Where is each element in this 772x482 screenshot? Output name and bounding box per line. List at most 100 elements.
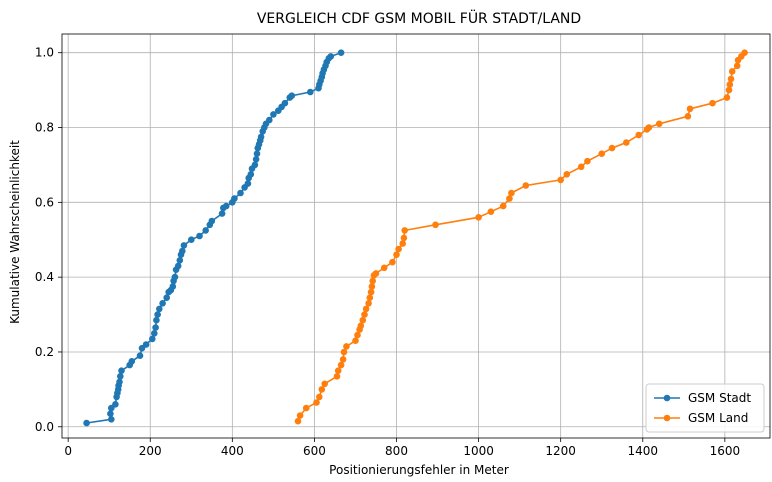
series-layer [83,49,748,427]
gsm-land-point [333,373,341,380]
plot-frame [61,33,771,439]
gsm-land-point [723,94,731,101]
gsm-land-point [598,150,605,157]
gsm-land-point [359,316,367,324]
gsm-stadt-point [218,210,226,217]
gsm-stadt-point [156,305,163,313]
gsm-stadt-point [108,416,115,423]
gsm-land-point [316,393,323,401]
gsm-land-point [499,202,507,210]
gsm-land-point [727,75,735,83]
chart-title: VERGLEICH CDF GSM MOBIL FÜR STADT/LAND [257,9,581,27]
gsm-land-point [741,49,748,56]
y-tick-label: 0.6 [35,195,54,209]
y-tick-label: 0.0 [35,420,54,434]
gsm-land-point [354,331,361,339]
gsm-stadt-point [196,232,203,240]
legend-label-gsm-land: GSM Land [688,411,748,425]
gsm-land-point [393,251,400,258]
gsm-stadt-point [176,257,184,264]
gsm-stadt-point [169,283,177,290]
y-tick-label: 0.8 [35,121,54,135]
gsm-stadt-point [208,217,216,225]
gsm-land-point [334,367,342,375]
gsm-stadt-point [174,262,182,270]
y-tick-label: 0.2 [35,345,54,359]
gsm-stadt-point [288,92,296,99]
gsm-land-point [400,234,408,242]
gsm-stadt-point [149,335,156,343]
gsm-stadt-point [107,410,114,418]
gsm-land-point [655,120,663,128]
x-tick-label: 200 [139,444,162,458]
gsm-land-point [645,124,653,131]
gsm-land-point [337,361,345,369]
gsm-land-point [401,227,409,234]
gsm-stadt-point [128,358,136,365]
gsm-stadt-point [253,150,261,157]
legend: GSM Stadt GSM Land [645,383,765,433]
gsm-stadt-point [179,247,186,255]
gsm-stadt-point [237,189,244,197]
gsm-land-point [726,81,734,88]
gsm-stadt-point [180,242,188,249]
gsm-land-point [506,195,513,202]
gsm-land-point [362,305,370,313]
gsm-land-point [577,163,585,171]
gsm-land-point [584,157,591,165]
gsm-land-point [623,139,630,146]
gsm-land-point [563,171,571,178]
gsm-land-point [686,105,694,113]
gsm-stadt-line [86,51,342,424]
x-tick-label: 0 [64,444,72,458]
gsm-stadt-point [142,341,150,348]
grid [62,34,770,438]
y-tick-label: 1.0 [35,46,54,60]
x-tick-label: 1400 [627,444,658,458]
gsm-stadt-point [154,311,161,318]
gsm-land-point [366,294,374,302]
x-tick-label: 400 [221,444,244,458]
gsm-land-point [372,270,380,277]
legend-box [645,383,765,433]
gsm-stadt-point [188,236,195,243]
gsm-land-point [733,62,741,70]
gsm-land-point [357,322,365,330]
gsm-land-point [475,214,482,221]
gsm-stadt-point [270,111,277,118]
gsm-stadt-point [83,419,90,427]
gsm-land-point [339,356,347,363]
gsm-land-point [340,348,348,356]
gsm-land-point [302,404,310,412]
y-axis-title: Kumulative Wahrscheinlichkeit [8,140,22,324]
gsm-stadt-point [244,180,252,187]
gsm-land-point [318,386,326,393]
gsm-stadt-point [247,171,255,178]
gsm-land-point [368,283,376,290]
gsm-land-point [343,343,350,350]
gsm-stadt-point [163,294,170,302]
gsm-stadt-point [153,316,160,324]
gsm-land-point [728,68,736,75]
gsm-land-point [635,131,642,139]
gsm-land-point [389,258,396,266]
x-tick-label: 800 [385,444,408,458]
gsm-stadt-point [307,88,314,96]
gsm-land-point [367,288,375,296]
gsm-stadt-point [136,352,144,360]
gsm-stadt-point [281,99,289,107]
gsm-land-point [369,277,377,285]
gsm-land-point [352,337,359,345]
gsm-stadt-point [112,401,119,408]
legend-label-gsm-stadt: GSM Stadt [688,391,751,405]
gsm-land-point [709,99,716,107]
gsm-land-line [297,52,746,422]
gsm-stadt-point [117,373,124,380]
gsm-land-point [557,176,564,184]
gsm-land-point [321,380,329,388]
gsm-stadt-point [116,378,123,386]
gsm-land-point [296,412,304,419]
gsm-land-point [294,417,302,425]
legend-swatch-marker-gsm-stadt [663,394,671,402]
gsm-land-point [684,113,692,120]
